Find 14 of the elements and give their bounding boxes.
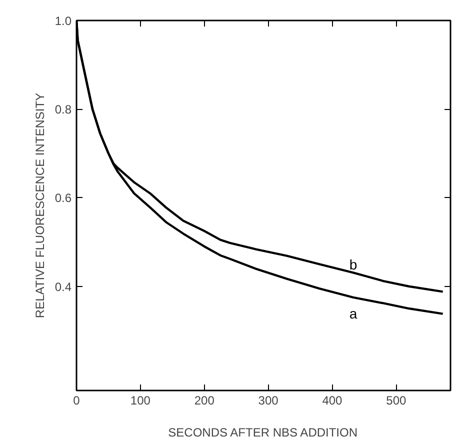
x-tick-label: 300: [258, 394, 279, 408]
x-tick-label: 100: [130, 394, 151, 408]
y-axis-title: RELATIVE FLUORESCENCE INTENSITY: [32, 92, 47, 318]
series-label: b: [349, 256, 358, 273]
x-tick-label: 200: [194, 394, 215, 408]
y-tick-label: 0.8: [54, 102, 72, 117]
x-axis-title: SECONDS AFTER NBS ADDITION: [168, 426, 358, 440]
x-tick-label: 500: [386, 394, 406, 408]
x-tick-label: 400: [322, 394, 343, 408]
x-tick-label: 0: [73, 394, 80, 408]
y-tick-label: 0.6: [54, 191, 72, 206]
y-tick-label: 1.0: [54, 14, 72, 28]
y-tick-label: 0.4: [54, 280, 72, 294]
series-label: a: [349, 305, 358, 322]
